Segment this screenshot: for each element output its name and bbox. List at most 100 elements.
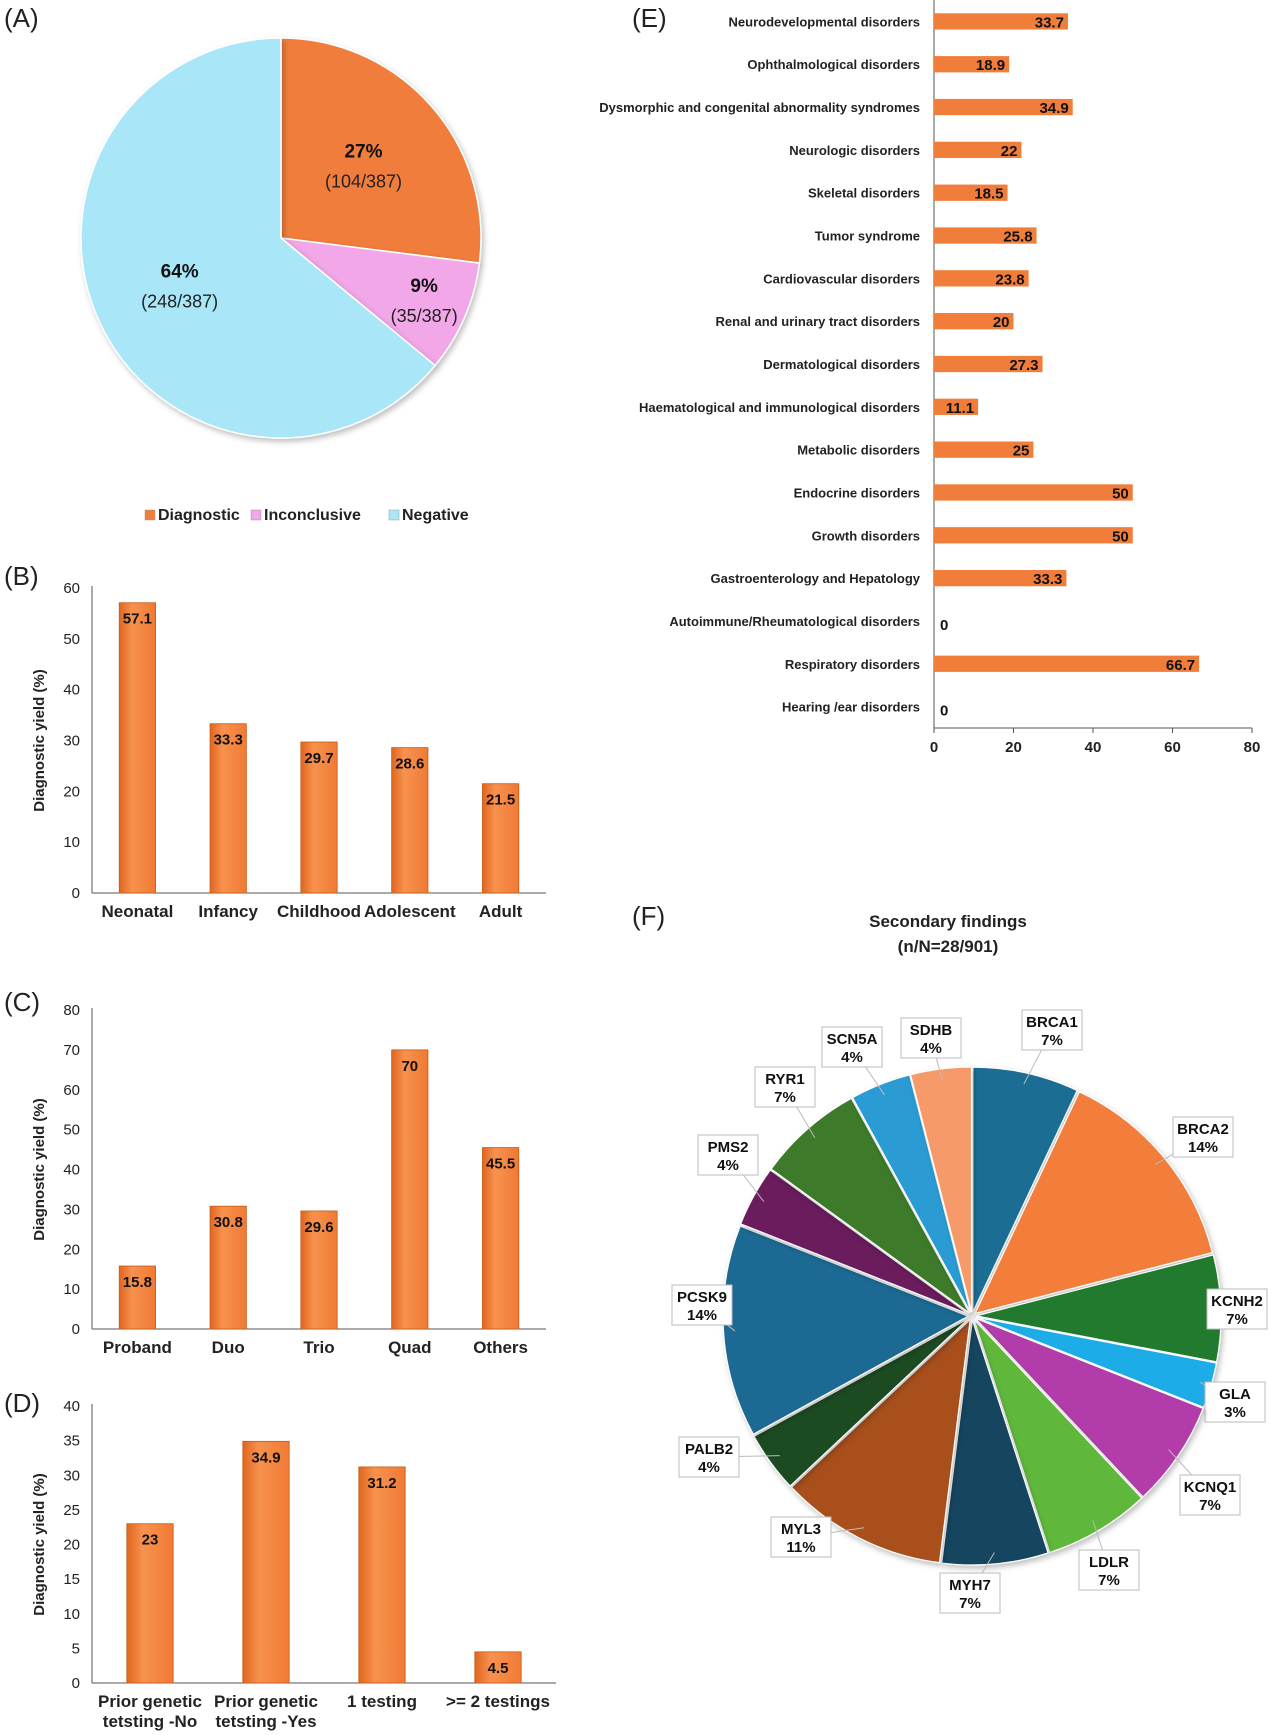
legend-label-inconclusive: Inconclusive	[264, 507, 361, 524]
y-tick-label: 70	[63, 1042, 80, 1059]
category-label: Dermatological disorders	[763, 357, 920, 372]
callout-gene-label: KCNH2	[1211, 1293, 1263, 1310]
callout-box	[1172, 1116, 1234, 1158]
callout-box	[1078, 1549, 1140, 1591]
category-label: Skeletal disorders	[808, 186, 920, 201]
callout-pct-label: 7%	[1226, 1311, 1248, 1328]
x-tick-label: 60	[1164, 739, 1181, 756]
category-label: Respiratory disorders	[785, 657, 920, 672]
bar	[358, 1466, 406, 1684]
bar	[934, 313, 1014, 330]
y-tick-label: 40	[63, 682, 80, 699]
bar-value-label: 45.5	[486, 1156, 515, 1173]
bar-value-label: 30.8	[214, 1214, 243, 1231]
bar-chart-d: 0 5 10 15 20 25 30 35 40 Diagnostic yield (%) 23 Pr…	[31, 1398, 556, 1731]
callout-box	[939, 1572, 1001, 1614]
pie-slice-inconclusive	[278, 236, 481, 367]
category-label: Duo	[212, 1338, 245, 1357]
bar	[482, 783, 520, 894]
y-tick-label: 25	[63, 1502, 80, 1519]
pie-pct-label: 9%	[410, 276, 438, 297]
panel-label-b: (B)	[4, 561, 39, 591]
category-label: Proband	[103, 1338, 172, 1357]
category-label: >= 2 testings	[446, 1692, 550, 1711]
bar-value-label: 0	[940, 617, 948, 634]
y-tick-label: 35	[63, 1433, 80, 1450]
x-tick-label: 0	[930, 739, 938, 756]
y-tick-label: 0	[72, 885, 80, 902]
bar	[482, 1147, 520, 1330]
category-label: 1 testing	[347, 1692, 417, 1711]
pie-slice-kcnq1	[974, 1317, 1204, 1498]
callout-box	[1021, 1009, 1083, 1051]
callout-box	[671, 1284, 733, 1326]
callout-pct-label: 7%	[1098, 1572, 1120, 1589]
bar	[934, 13, 1068, 30]
pie-chart-f: BRCA17%BRCA214%KCNH27%GLA3%KCNQ17%LDLR7%…	[671, 1009, 1268, 1614]
callout-gene-label: PMS2	[708, 1139, 749, 1156]
category-label: Haematological and immunological disorde…	[639, 400, 920, 415]
chart-f-title-line1: Secondary findings	[869, 912, 1027, 931]
bar	[391, 1049, 429, 1330]
callout-gene-label: KCNQ1	[1184, 1479, 1237, 1496]
chart-f-title-line2: (n/N=28/901)	[898, 937, 999, 956]
bar-value-label: 31.2	[367, 1475, 396, 1492]
callout-pct-label: 4%	[841, 1049, 863, 1066]
bar-chart-b: 0 10 20 30 40 50 60 Diagnostic yield (%) 57.1 Neo…	[31, 580, 546, 921]
category-label: Renal and urinary tract disorders	[716, 314, 920, 329]
category-label: Childhood	[277, 902, 361, 921]
bar	[934, 141, 1022, 159]
y-axis-label: Diagnostic yield (%)	[31, 1098, 48, 1241]
legend-swatch-inconclusive	[250, 509, 262, 521]
y-tick-label: 10	[63, 1606, 80, 1623]
callout-pct-label: 11%	[786, 1539, 815, 1556]
pie-slice-scn5a	[851, 1074, 972, 1313]
pie-frac-label: (104/387)	[325, 171, 402, 191]
bar-value-label: 20	[993, 314, 1010, 331]
callout-pct-label: 4%	[717, 1157, 739, 1174]
bar	[934, 98, 1073, 116]
callout-box	[1206, 1288, 1268, 1330]
pie-pct-label: 27%	[344, 141, 382, 162]
pie-frac-label: (248/387)	[141, 292, 218, 312]
bar-value-label: 23.8	[995, 271, 1024, 288]
category-label: Dysmorphic and congenital abnormality sy…	[599, 100, 920, 115]
panel-label-d: (D)	[4, 1388, 40, 1418]
category-label: Hearing /ear disorders	[782, 700, 920, 715]
y-tick-label: 10	[63, 834, 80, 851]
bar-value-label: 28.6	[395, 756, 424, 773]
category-label: Metabolic disorders	[797, 443, 920, 458]
bar	[934, 270, 1029, 287]
y-tick-label: 0	[72, 1675, 80, 1692]
bar	[300, 1210, 338, 1330]
callout-gene-label: SDHB	[910, 1022, 953, 1039]
callout-box	[900, 1017, 962, 1059]
category-label: Trio	[303, 1338, 334, 1357]
bar-value-label: 11.1	[946, 400, 974, 417]
pie-slice-ryr1	[770, 1097, 970, 1314]
pie-pct-label: 64%	[161, 262, 199, 283]
callout-pct-label: 14%	[687, 1307, 717, 1324]
bar-value-label: 4.5	[488, 1660, 509, 1677]
callout-gene-label: GLA	[1219, 1386, 1251, 1403]
pie-slice-diagnostic	[280, 37, 482, 264]
panel-label-c: (C)	[4, 987, 40, 1017]
callout-gene-label: SCN5A	[827, 1031, 878, 1048]
category-label: Adolescent	[364, 902, 456, 921]
category-label: tetsting -No	[103, 1712, 197, 1731]
callout-gene-label: RYR1	[765, 1071, 804, 1088]
bar	[934, 484, 1133, 501]
bar-value-label: 70	[401, 1058, 418, 1075]
callout-gene-label: LDLR	[1089, 1554, 1129, 1571]
bar	[934, 441, 1034, 458]
callout-pct-label: 14%	[1188, 1139, 1218, 1156]
pie-chart-a: 27% (104/387) 9% (35/387) 64% (248/387)	[80, 37, 482, 439]
bar	[391, 747, 429, 894]
bar	[934, 184, 1008, 201]
y-tick-label: 30	[63, 1201, 80, 1218]
y-tick-label: 5	[72, 1640, 80, 1657]
bar-value-label: 0	[940, 703, 948, 720]
bar-value-label: 50	[1112, 528, 1129, 545]
callout-box	[1204, 1381, 1266, 1423]
callout-pct-label: 4%	[920, 1040, 942, 1057]
